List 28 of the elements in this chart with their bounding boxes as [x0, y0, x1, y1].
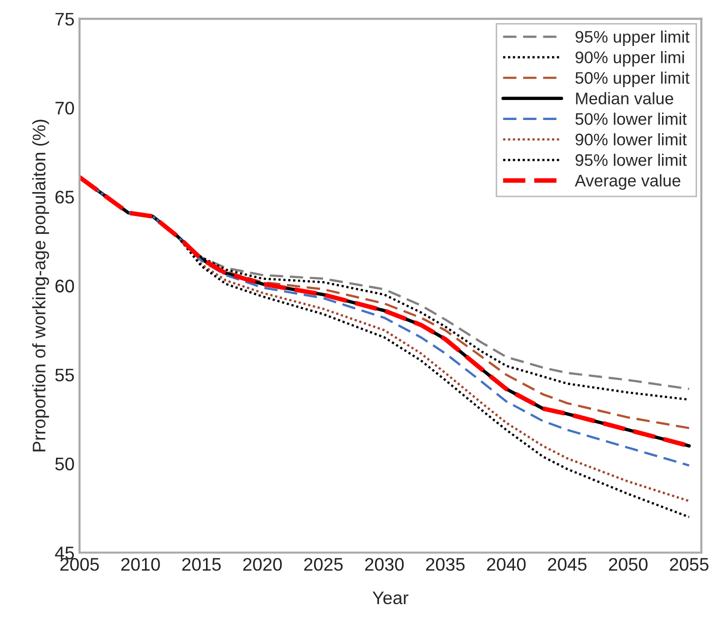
x-tick-label: 2035: [426, 558, 465, 571]
y-axis-title: Prroportion of working-age populaiton (%): [32, 120, 50, 452]
y-tick-label: 65: [56, 190, 74, 204]
y-tick-label: 60: [56, 280, 74, 292]
x-tick-label: 2015: [182, 558, 221, 571]
legend-label: Median value: [576, 92, 674, 104]
x-tick-label: 2020: [243, 558, 282, 571]
x-tick-label: 2040: [487, 558, 526, 571]
legend-label: Average value: [574, 174, 680, 190]
legend-label: 50% lower limit: [575, 112, 687, 125]
x-tick-label: 2010: [121, 558, 160, 571]
legend-label: 90% upper limi: [576, 51, 684, 67]
legend-label: 95% lower limit: [576, 154, 687, 166]
y-tick-label: 50: [55, 458, 74, 470]
y-tick-label: 55: [55, 368, 74, 382]
y-tick-label: 75: [56, 12, 74, 26]
x-axis-title: Year: [372, 592, 408, 604]
x-tick-label: 2030: [365, 558, 404, 571]
legend-label: 50% upper limit: [575, 72, 690, 88]
legend-label: 90% lower limit: [576, 133, 687, 146]
y-tick-label: 45: [55, 546, 74, 560]
x-tick-label: 2045: [548, 558, 587, 571]
x-tick-label: 2050: [608, 558, 648, 571]
y-tick-label: 70: [56, 102, 74, 115]
x-tick-label: 2025: [304, 558, 343, 571]
x-tick-label: 2055: [670, 558, 708, 571]
legend-label: 95% upper limit: [576, 30, 690, 46]
x-tick-label: 2005: [60, 558, 99, 571]
